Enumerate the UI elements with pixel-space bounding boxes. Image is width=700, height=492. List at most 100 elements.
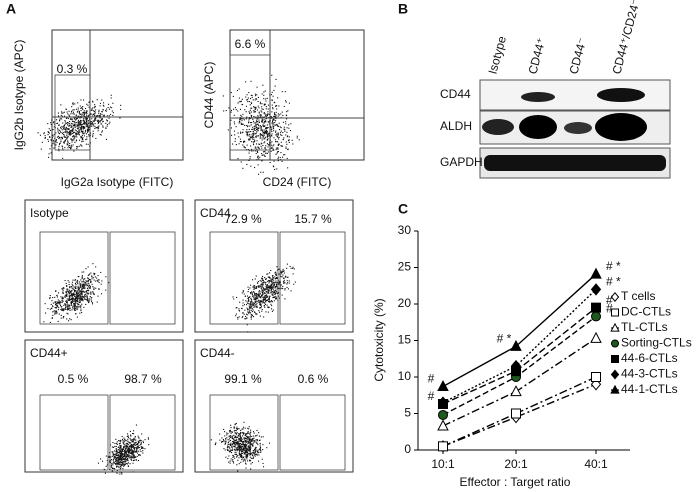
marker <box>591 302 601 313</box>
event-dot <box>248 303 250 305</box>
event-dot <box>271 128 273 130</box>
event-dot <box>261 279 263 281</box>
event-dot <box>121 461 123 463</box>
event-dot <box>65 136 67 138</box>
event-dot <box>118 462 120 464</box>
event-dot <box>65 292 67 294</box>
event-dot <box>130 458 132 460</box>
event-dot <box>247 443 249 445</box>
event-dot <box>251 293 253 295</box>
event-dot <box>130 439 132 441</box>
event-dot <box>53 147 55 149</box>
event-dot <box>246 301 248 303</box>
event-dot <box>263 466 265 468</box>
event-dot <box>133 447 135 449</box>
event-dot <box>262 299 264 301</box>
event-dot <box>52 135 54 137</box>
event-dot <box>120 458 122 460</box>
event-dot <box>79 297 81 299</box>
event-dot <box>271 310 273 312</box>
event-dot <box>69 145 71 147</box>
event-dot <box>271 282 273 284</box>
event-dot <box>237 428 239 430</box>
event-dot <box>280 159 282 161</box>
event-dot <box>250 444 252 446</box>
event-dot <box>118 456 120 458</box>
event-dot <box>251 303 253 305</box>
event-dot <box>129 452 131 454</box>
event-dot <box>256 313 258 315</box>
event-dot <box>254 447 256 449</box>
event-dot <box>230 432 232 434</box>
event-dot <box>83 126 85 128</box>
event-dot <box>263 298 265 300</box>
event-dot <box>276 285 278 287</box>
event-dot <box>271 141 273 143</box>
event-dot <box>134 448 136 450</box>
event-dot <box>56 136 58 138</box>
event-dot <box>277 141 279 143</box>
event-dot <box>244 147 246 149</box>
event-dot <box>246 313 248 315</box>
event-dot <box>132 450 134 452</box>
event-dot <box>261 160 263 162</box>
event-dot <box>267 108 269 110</box>
event-dot <box>87 130 89 132</box>
event-dot <box>262 300 264 302</box>
event-dot <box>76 279 78 281</box>
event-dot <box>249 434 251 436</box>
event-dot <box>271 280 273 282</box>
event-dot <box>120 465 122 467</box>
event-dot <box>115 450 117 452</box>
event-dot <box>234 442 236 444</box>
event-dot <box>91 275 93 277</box>
event-dot <box>112 464 114 466</box>
event-dot <box>61 138 63 140</box>
event-dot <box>241 450 243 452</box>
event-dot <box>267 290 269 292</box>
event-dot <box>252 445 254 447</box>
event-dot <box>60 302 62 304</box>
event-dot <box>270 301 272 303</box>
event-dot <box>81 131 83 133</box>
event-dot <box>287 148 289 150</box>
event-dot <box>114 460 116 462</box>
event-dot <box>268 292 270 294</box>
event-dot <box>67 299 69 301</box>
event-dot <box>111 464 113 466</box>
event-dot <box>80 293 82 295</box>
event-dot <box>278 114 280 116</box>
event-dot <box>71 139 73 141</box>
event-dot <box>252 150 254 152</box>
event-dot <box>72 109 74 111</box>
event-dot <box>72 102 74 104</box>
event-dot <box>117 449 119 451</box>
event-dot <box>273 89 275 91</box>
event-dot <box>120 448 122 450</box>
event-dot <box>249 438 251 440</box>
event-dot <box>249 118 251 120</box>
y-tick-label: 20 <box>398 296 412 310</box>
event-dot <box>131 440 133 442</box>
event-dot <box>240 449 242 451</box>
event-dot <box>256 429 258 431</box>
event-dot <box>76 308 78 310</box>
event-dot <box>227 446 229 448</box>
event-dot <box>93 287 95 289</box>
event-dot <box>90 292 92 294</box>
event-dot <box>249 446 251 448</box>
event-dot <box>126 436 128 438</box>
event-dot <box>235 454 237 456</box>
event-dot <box>127 445 129 447</box>
event-dot <box>43 321 45 323</box>
event-dot <box>253 141 255 143</box>
event-dot <box>243 449 245 451</box>
event-dot <box>266 131 268 133</box>
event-dot <box>86 133 88 135</box>
event-dot <box>68 309 70 311</box>
event-dot <box>87 299 89 301</box>
event-dot <box>255 293 257 295</box>
event-dot <box>98 112 100 114</box>
event-dot <box>68 306 70 308</box>
event-dot <box>75 281 77 283</box>
